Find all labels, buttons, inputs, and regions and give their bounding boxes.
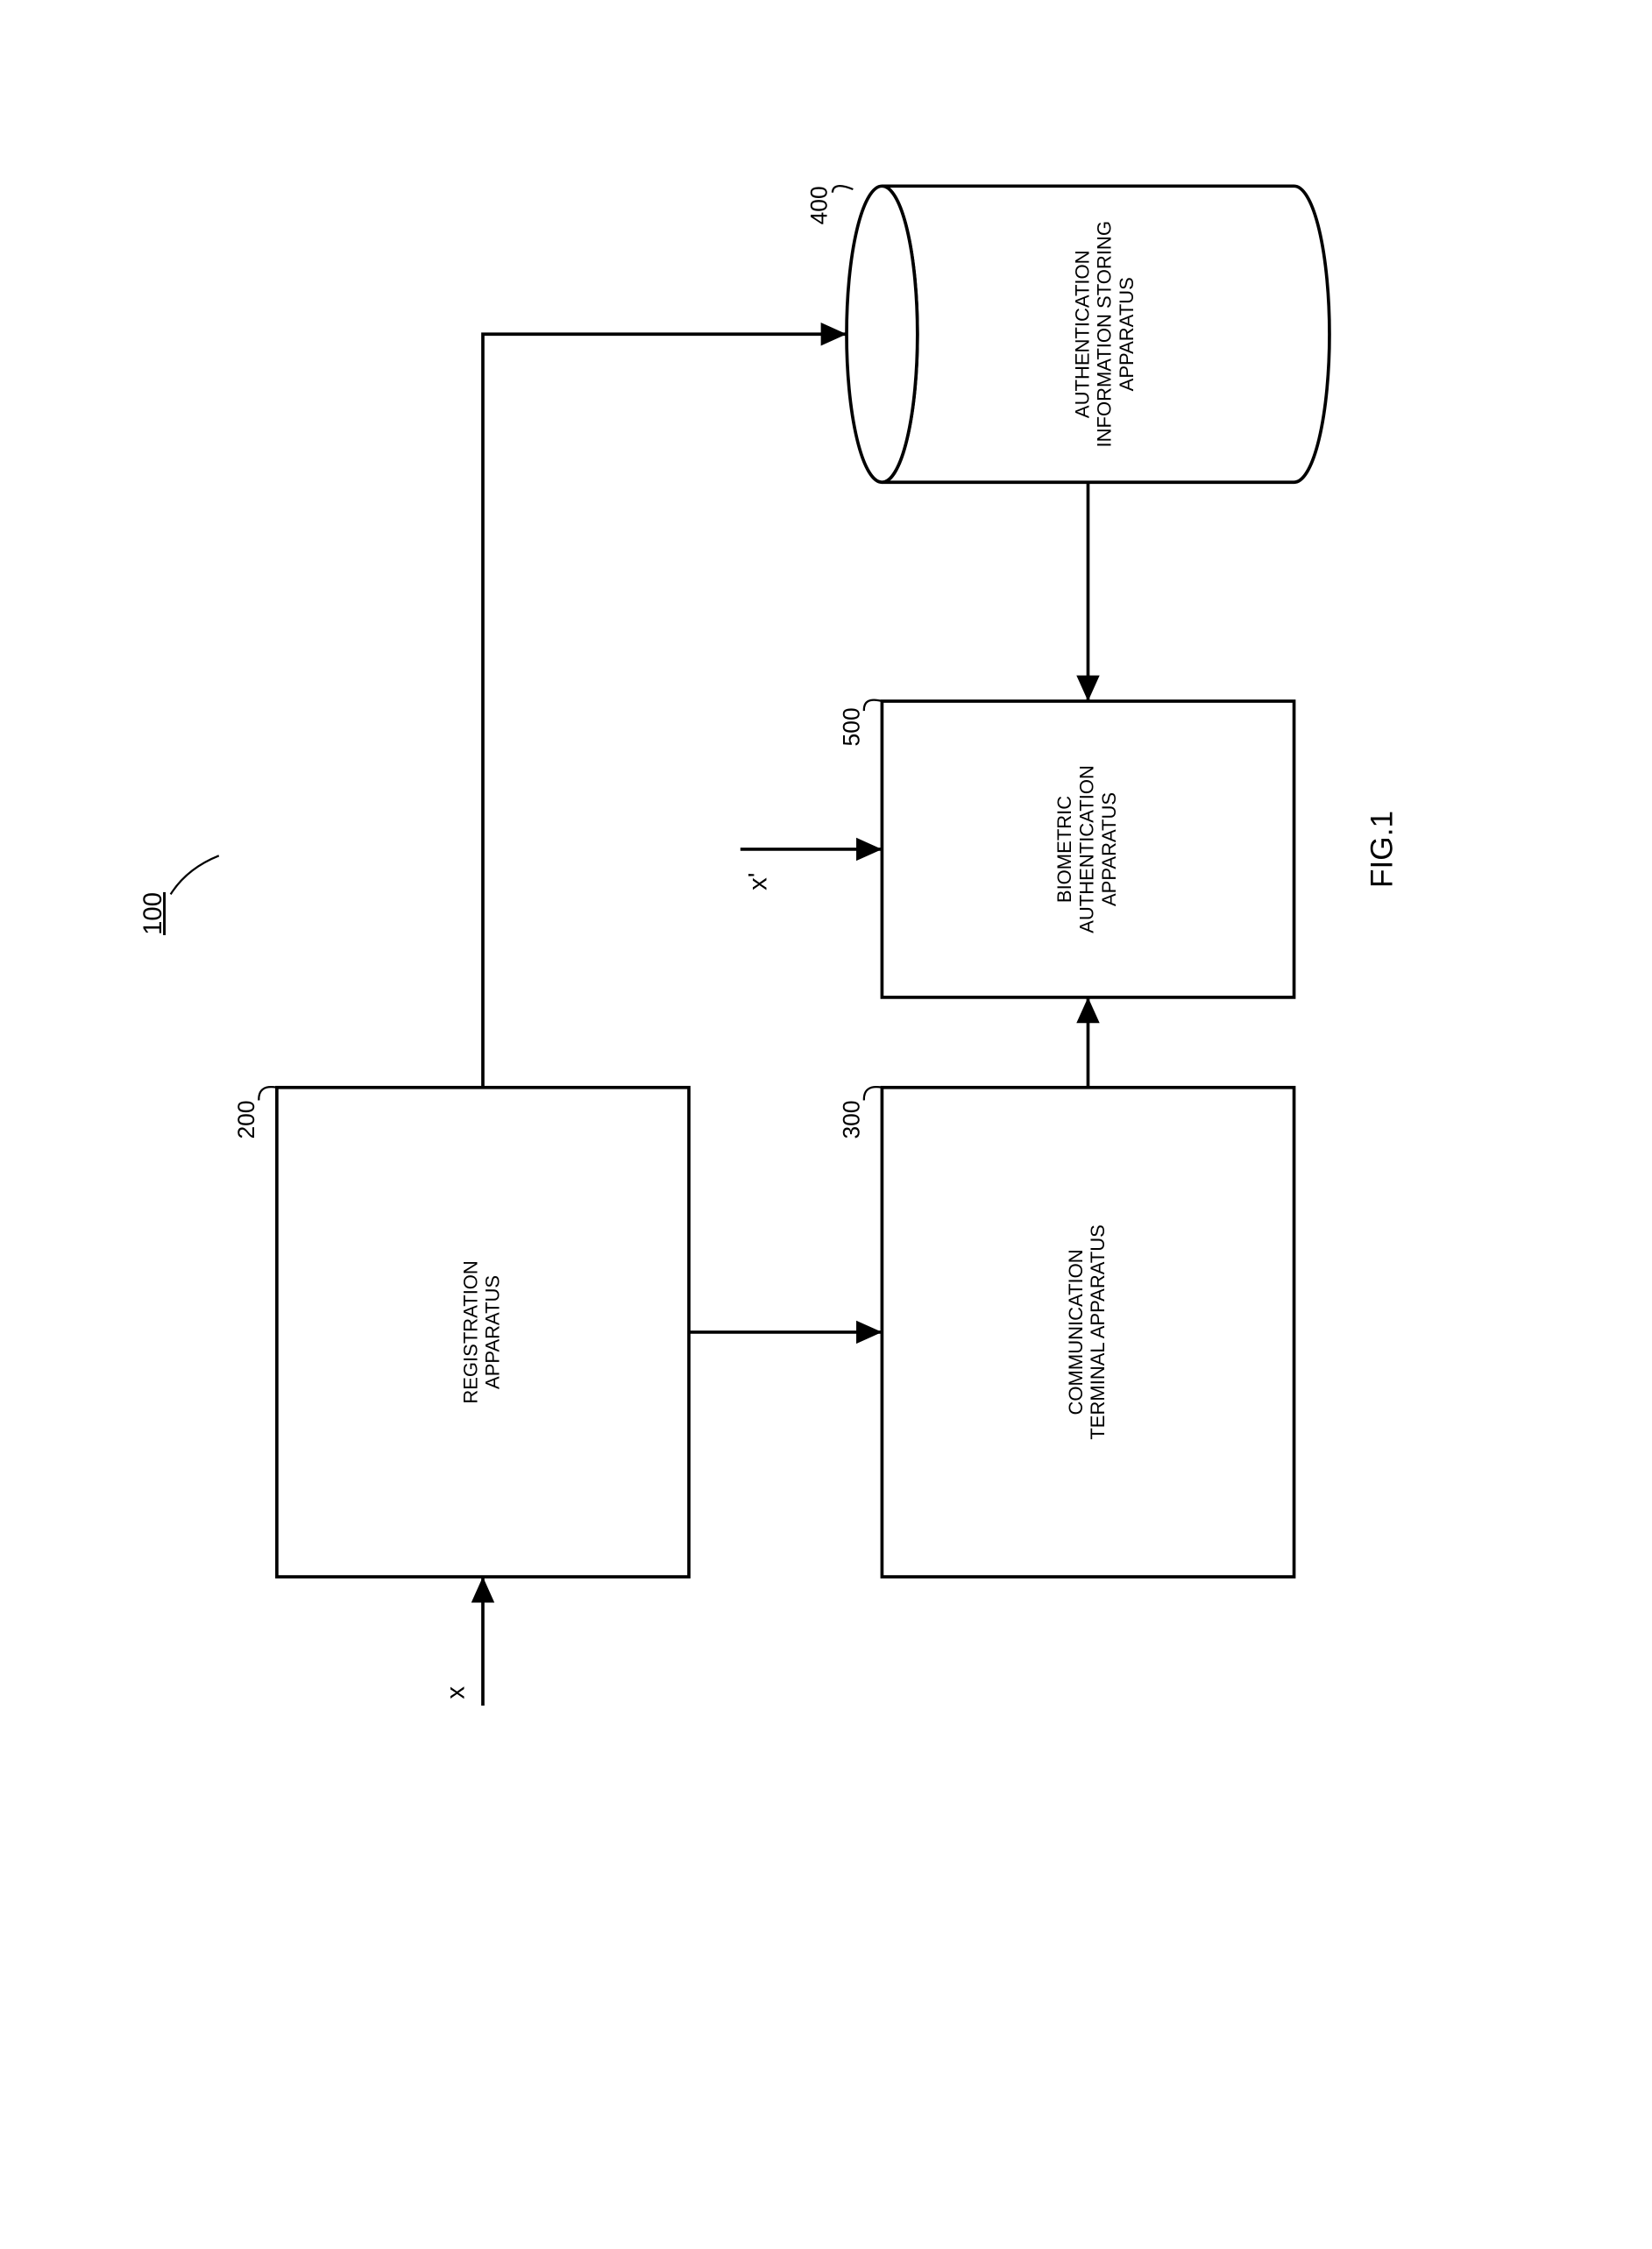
input-x-label: x [441, 1686, 470, 1699]
arrow-x-to-registration [471, 1577, 494, 1706]
biometric-ref-label: 500 [838, 707, 864, 746]
figure-caption: FIG.1 [1365, 811, 1400, 888]
arrow-xprime-to-biometric [741, 838, 883, 861]
arrow-storing-to-biometric [1076, 482, 1099, 701]
storing-ref-label: 400 [806, 186, 833, 224]
arrow-registration-to-terminal [689, 1321, 882, 1344]
input-xprime-label: x' [744, 873, 773, 890]
registration-ref-leader [259, 1087, 277, 1100]
communication-terminal-label: COMMUNICATIONTERMINAL APPARATUS [1065, 1224, 1109, 1439]
arrow-registration-to-storing [483, 323, 847, 1088]
registration-ref-label: 200 [233, 1100, 259, 1139]
communication-terminal-ref-leader [864, 1087, 883, 1100]
storing-ref-leader [833, 186, 854, 192]
system-ref-leader [171, 855, 219, 894]
arrow-terminal-to-biometric [1076, 997, 1099, 1088]
communication-terminal-ref-label: 300 [838, 1100, 864, 1139]
registration-apparatus-label: REGISTRATIONAPPARATUS [459, 1260, 503, 1404]
system-ref-label: 100 [138, 892, 167, 935]
biometric-ref-leader [864, 700, 883, 711]
